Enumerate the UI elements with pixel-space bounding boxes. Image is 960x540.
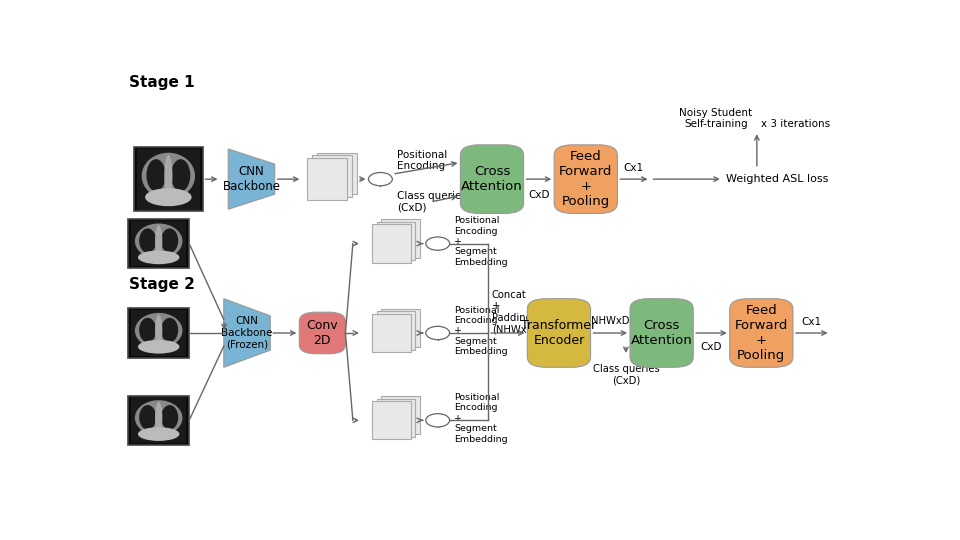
Text: Stage 2: Stage 2	[129, 277, 195, 292]
Bar	[132, 221, 186, 266]
Text: Cx1: Cx1	[802, 317, 822, 327]
Ellipse shape	[161, 318, 179, 342]
Bar	[132, 397, 186, 443]
Text: Weighted ASL loss: Weighted ASL loss	[727, 174, 828, 184]
Bar	[381, 219, 420, 258]
Ellipse shape	[145, 188, 192, 206]
Ellipse shape	[135, 400, 182, 436]
Circle shape	[426, 414, 449, 427]
Text: x 3 iterations: x 3 iterations	[760, 119, 829, 129]
Circle shape	[426, 326, 449, 340]
Text: Positional
Encoding
+
Segment
Embedding: Positional Encoding + Segment Embedding	[454, 216, 508, 267]
Ellipse shape	[164, 155, 173, 197]
Ellipse shape	[139, 228, 156, 253]
Text: Concat
+
Padding
(NHWxD): Concat + Padding (NHWxD)	[492, 290, 539, 335]
Text: Cross
Attention: Cross Attention	[631, 319, 692, 347]
FancyBboxPatch shape	[527, 299, 590, 367]
Polygon shape	[224, 299, 271, 367]
Text: Cx1: Cx1	[624, 163, 644, 173]
Text: Noisy Student
Self-training: Noisy Student Self-training	[680, 107, 753, 129]
Ellipse shape	[161, 228, 179, 253]
Ellipse shape	[138, 427, 180, 441]
Ellipse shape	[139, 318, 156, 342]
Bar	[129, 396, 189, 445]
Circle shape	[426, 237, 449, 250]
Bar	[381, 396, 420, 435]
Bar	[376, 222, 416, 260]
Ellipse shape	[161, 405, 179, 430]
Ellipse shape	[155, 315, 162, 347]
Text: Conv
2D: Conv 2D	[306, 319, 338, 347]
Ellipse shape	[171, 159, 190, 191]
Bar	[129, 308, 189, 357]
Bar	[129, 219, 189, 268]
Bar	[376, 312, 416, 349]
Text: NHWxD: NHWxD	[591, 315, 630, 326]
Polygon shape	[228, 149, 275, 210]
Ellipse shape	[138, 251, 180, 264]
FancyBboxPatch shape	[300, 312, 346, 354]
FancyBboxPatch shape	[730, 299, 793, 367]
Text: Feed
Forward
+
Pooling: Feed Forward + Pooling	[559, 150, 612, 208]
FancyBboxPatch shape	[630, 299, 693, 367]
Bar	[137, 148, 200, 210]
Text: CNN
Backbone
(Frozen): CNN Backbone (Frozen)	[222, 316, 273, 349]
Bar	[381, 309, 420, 347]
Ellipse shape	[139, 405, 156, 430]
Ellipse shape	[155, 402, 162, 434]
Text: Class queries
(CxD): Class queries (CxD)	[396, 191, 467, 213]
Bar	[372, 225, 411, 263]
Ellipse shape	[135, 224, 182, 259]
Text: Transformer
Encoder: Transformer Encoder	[521, 319, 596, 347]
FancyBboxPatch shape	[461, 145, 523, 213]
Bar	[312, 156, 352, 197]
Text: CxD: CxD	[528, 190, 550, 200]
Bar	[132, 310, 186, 356]
Bar	[134, 147, 203, 211]
Text: Cross
Attention: Cross Attention	[461, 165, 523, 193]
Ellipse shape	[155, 225, 162, 257]
Bar	[376, 399, 416, 437]
Bar	[372, 314, 411, 352]
Text: Positional
Encoding
+
Segment
Embedding: Positional Encoding + Segment Embedding	[454, 393, 508, 443]
FancyBboxPatch shape	[554, 145, 617, 213]
Bar	[307, 158, 347, 200]
Bar	[372, 401, 411, 440]
Ellipse shape	[142, 153, 195, 199]
Bar	[317, 152, 357, 194]
Circle shape	[369, 172, 393, 186]
Text: Positional
Encoding
+
Segment
Embedding: Positional Encoding + Segment Embedding	[454, 306, 508, 356]
Text: Feed
Forward
+
Pooling: Feed Forward + Pooling	[734, 304, 788, 362]
Ellipse shape	[147, 159, 166, 191]
Text: Positional
Encoding: Positional Encoding	[396, 150, 447, 171]
Text: Stage 1: Stage 1	[129, 75, 195, 90]
Text: CxD: CxD	[701, 342, 722, 352]
Ellipse shape	[135, 313, 182, 348]
Ellipse shape	[138, 340, 180, 354]
Text: Class queries
(CxD): Class queries (CxD)	[592, 364, 660, 386]
Text: CNN
Backbone: CNN Backbone	[223, 165, 280, 193]
